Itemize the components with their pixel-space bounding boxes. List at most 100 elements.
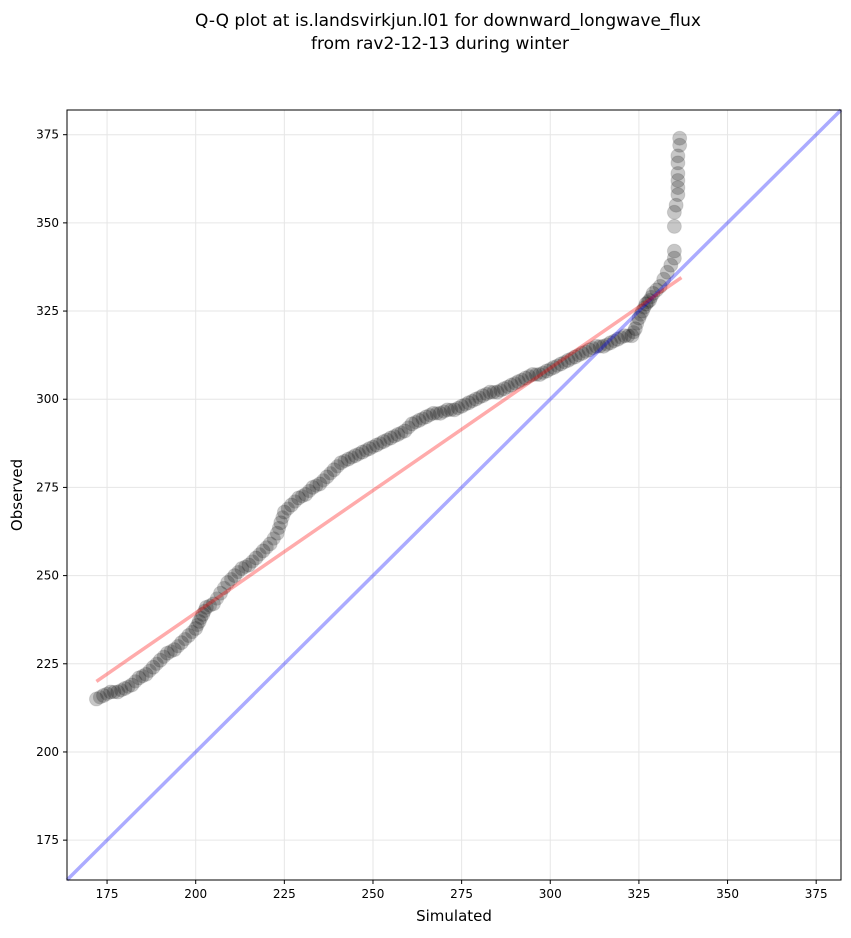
data-point [185,625,200,640]
data-point [588,338,604,354]
fit-line [95,276,683,683]
data-point [592,339,607,354]
data-point [536,365,551,380]
x-tick-label: 275 [450,887,473,901]
data-point [138,666,154,682]
data-point [521,369,536,384]
data-point [354,444,370,460]
data-point [358,443,373,458]
data-point [543,362,558,377]
ticks: 175 200 225 250 275 300 325 350 375 175 200 225 250 2… [36,128,828,901]
data-point [642,292,658,308]
data-point [489,384,505,400]
data-point [191,613,207,629]
data-point [92,690,107,705]
data-point [128,674,143,689]
data-point [670,148,686,164]
data-point [347,448,363,464]
y-tick-label: 300 [36,392,59,406]
data-point [205,596,221,612]
data-point [482,384,498,400]
data-point [245,554,260,569]
y-tick-label: 250 [36,569,59,583]
data-point [539,363,555,379]
chart-title-line-2: from rav2-12-13 during winter [311,34,569,54]
data-point [272,520,287,535]
data-point [100,686,115,701]
data-point [525,367,541,383]
data-point [550,358,565,373]
data-point [610,331,626,347]
data-point [627,321,643,337]
data-point [394,425,409,440]
data-point [458,397,473,412]
y-axis-label: Observed [8,459,26,531]
data-point [652,278,668,294]
data-point [376,434,392,450]
data-point [380,432,395,447]
plot-frame [66,109,842,881]
data-point [145,659,161,675]
y-tick-label: 275 [36,480,59,494]
data-point [213,585,229,601]
data-point [672,137,688,153]
data-point [578,344,593,359]
data-point [224,572,239,587]
data-point [156,649,171,664]
data-point [672,130,688,146]
data-point [369,437,385,453]
data-point [546,359,562,375]
data-point [603,335,619,351]
data-point [280,501,295,516]
y-tick-label: 325 [36,304,59,318]
data-point [404,416,420,432]
data-point [197,603,212,618]
data-point [316,473,331,488]
data-point [295,489,310,504]
data-point [255,543,271,559]
data-point [298,486,314,502]
data-point [234,561,250,577]
data-point [644,289,659,304]
data-point [666,204,682,220]
data-point [96,688,112,704]
data-point [269,525,285,541]
data-point [159,645,175,661]
y-tick-label: 375 [36,128,59,142]
data-point [557,355,572,370]
data-point [493,383,508,398]
data-point [411,412,427,428]
data-point [663,257,679,273]
data-point [666,243,682,259]
data-point [645,285,661,301]
data-point [266,531,281,546]
data-point [88,691,104,707]
data-point [397,423,413,439]
data-point [659,264,675,280]
data-point [454,398,470,414]
data-point [124,677,140,693]
data-point [595,338,611,354]
data-point [103,684,119,700]
data-point [323,466,338,481]
data-point [532,367,548,383]
data-point [330,459,345,474]
data-point [666,218,682,234]
data-point [351,446,366,461]
data-point [439,402,455,418]
data-point [630,316,645,331]
data-point [220,575,236,591]
data-point [408,415,423,430]
data-point [117,680,133,696]
data-point [607,334,622,349]
data-point [638,296,654,312]
data-point [585,341,600,356]
data-point [614,330,629,345]
data-point [666,250,682,266]
data-point [436,404,451,419]
data-point [496,381,512,397]
data-point [564,351,579,366]
data-point [668,197,684,213]
data-point [326,462,342,478]
